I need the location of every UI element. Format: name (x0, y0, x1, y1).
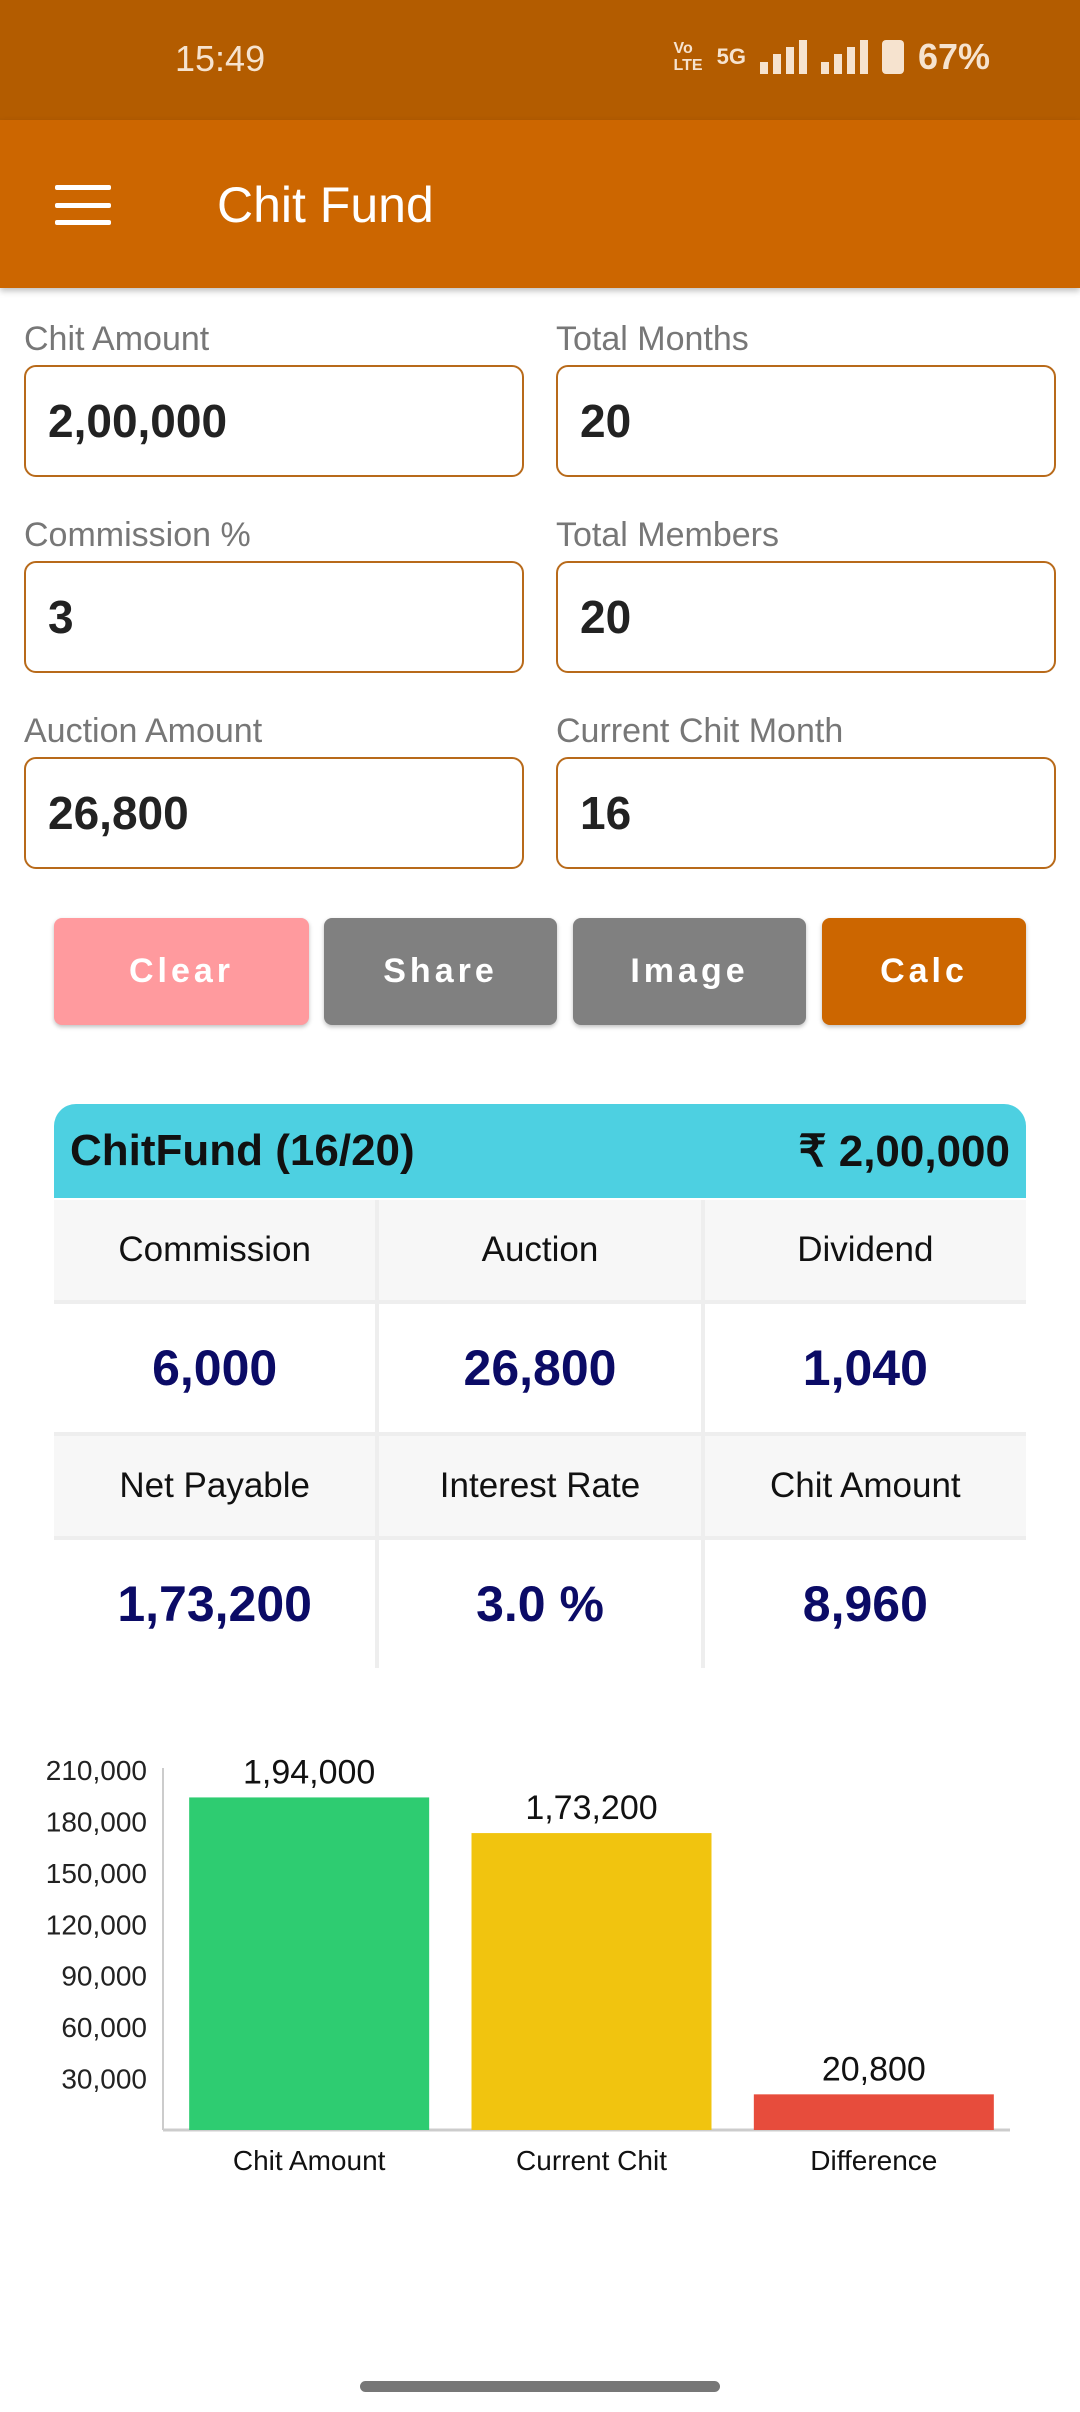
hamburger-icon[interactable] (55, 185, 111, 225)
bar-difference (753, 2094, 994, 2130)
y-tick-label: 90,000 (61, 1961, 147, 1992)
bar-chart: 30,000 60,000 90,000 120,000 150,000 180,000 2… (46, 1753, 1010, 2176)
y-tick-label: 180,000 (46, 1806, 147, 1837)
total-members-input[interactable] (556, 561, 1056, 673)
x-tick-label: Chit Amount (233, 2145, 386, 2176)
signal-icon (820, 40, 868, 74)
total-months-label: Total Months (556, 320, 749, 358)
chit-amount-label: Chit Amount (704, 1436, 1026, 1536)
auction-label: Auction (379, 1200, 701, 1300)
y-tick-label: 120,000 (46, 1909, 147, 1940)
clear-button[interactable]: Clear (54, 918, 309, 1025)
chit-amount-value: 8,960 (704, 1540, 1026, 1668)
calc-button[interactable]: Calc (822, 918, 1026, 1025)
result-grid-row-1: Commission Auction Dividend 6,000 26,800… (54, 1200, 1026, 1668)
dividend-label: Dividend (704, 1200, 1026, 1300)
volte-icon: Vo LTE (673, 40, 703, 74)
home-indicator[interactable] (360, 2381, 720, 2392)
net-payable-label: Net Payable (54, 1436, 376, 1536)
bar-current-chit (471, 1833, 712, 2130)
result-title: ChitFund (16/20) (70, 1126, 415, 1175)
commission-value: 6,000 (54, 1304, 376, 1432)
chit-amount-label: Chit Amount (24, 320, 210, 358)
status-bar: 15:49 Vo LTE 5G 67% (0, 0, 1080, 120)
commission-label: Commission % (24, 516, 251, 554)
chit-amount-input[interactable] (24, 365, 524, 477)
y-tick-label: 60,000 (61, 2012, 147, 2043)
x-tick-label: Current Chit (516, 2145, 667, 2176)
signal-icon (759, 40, 807, 74)
result-header: ChitFund (16/20) ₹ 2,00,000 (54, 1104, 1026, 1198)
y-tick-label: 150,000 (46, 1858, 147, 1889)
interest-rate-value: 3.0 % (379, 1540, 701, 1668)
y-tick-label: 30,000 (61, 2064, 147, 2095)
commission-input[interactable] (24, 561, 524, 673)
data-label: 1,73,200 (525, 1789, 657, 1827)
network-type: 5G (716, 44, 746, 69)
dividend-value: 1,040 (704, 1304, 1026, 1432)
app-bar: Chit Fund (0, 120, 1080, 288)
commission-label: Commission (54, 1200, 376, 1300)
current-month-input[interactable] (556, 757, 1056, 869)
interest-rate-label: Interest Rate (379, 1436, 701, 1536)
current-month-label: Current Chit Month (556, 712, 844, 750)
app-title: Chit Fund (217, 177, 434, 233)
auction-amount-input[interactable] (24, 757, 524, 869)
battery-level: 67% (917, 36, 990, 77)
status-time: 15:49 (175, 38, 266, 79)
bar-chit-amount (189, 1797, 430, 2130)
auction-value: 26,800 (379, 1304, 701, 1432)
total-members-label: Total Members (556, 516, 779, 554)
data-label: 1,94,000 (243, 1753, 375, 1791)
share-button[interactable]: Share (324, 918, 557, 1025)
image-button[interactable]: Image (573, 918, 806, 1025)
net-payable-value: 1,73,200 (54, 1540, 376, 1668)
auction-amount-label: Auction Amount (24, 712, 263, 750)
result-card: ChitFund (16/20) ₹ 2,00,000 Commission A… (54, 1104, 1026, 1668)
system-icons: Vo LTE 5G 67% (674, 36, 990, 78)
battery-charging-icon (881, 40, 904, 74)
data-label: 20,800 (822, 2050, 926, 2088)
y-tick-label: 210,000 (46, 1755, 147, 1786)
x-tick-label: Difference (810, 2145, 937, 2176)
result-total: ₹ 2,00,000 (798, 1126, 1011, 1176)
total-months-input[interactable] (556, 365, 1056, 477)
